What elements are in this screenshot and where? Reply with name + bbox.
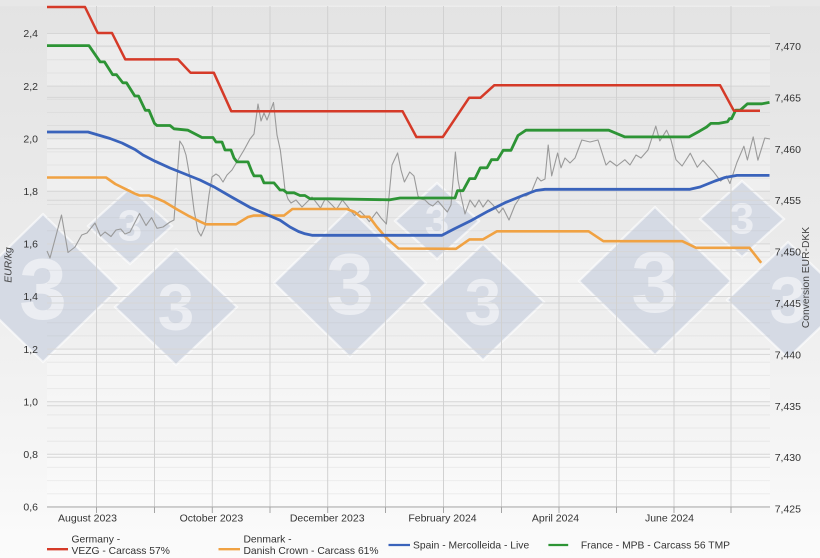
svg-text:October 2023: October 2023 (180, 512, 244, 524)
svg-text:April 2024: April 2024 (532, 512, 579, 524)
svg-text:3: 3 (326, 237, 374, 333)
svg-text:December 2023: December 2023 (290, 512, 365, 524)
svg-text:June 2024: June 2024 (645, 512, 694, 524)
svg-text:1,4: 1,4 (23, 291, 38, 303)
svg-text:7,455: 7,455 (775, 195, 801, 207)
svg-text:3: 3 (730, 195, 754, 244)
svg-text:7,470: 7,470 (775, 41, 801, 53)
svg-text:0,8: 0,8 (23, 449, 38, 461)
svg-text:3: 3 (118, 202, 142, 251)
svg-text:1,2: 1,2 (23, 344, 38, 356)
svg-text:3: 3 (158, 270, 195, 344)
svg-text:7,440: 7,440 (775, 349, 801, 361)
svg-text:Conversion EUR-DKK: Conversion EUR-DKK (801, 227, 812, 328)
svg-text:1,8: 1,8 (23, 186, 38, 198)
svg-text:3: 3 (19, 242, 67, 338)
svg-text:Denmark -: Denmark - (244, 535, 292, 546)
svg-text:7,430: 7,430 (775, 452, 801, 464)
svg-text:7,460: 7,460 (775, 144, 801, 156)
svg-text:2,4: 2,4 (23, 28, 38, 40)
svg-text:7,425: 7,425 (775, 504, 801, 516)
svg-text:3: 3 (631, 235, 679, 331)
svg-text:7,465: 7,465 (775, 92, 801, 104)
svg-text:Spain - Mercolleida - Live: Spain - Mercolleida - Live (413, 541, 529, 552)
svg-text:3: 3 (425, 197, 449, 246)
svg-text:0,6: 0,6 (23, 502, 38, 514)
svg-text:August 2023: August 2023 (58, 512, 117, 524)
svg-text:1,6: 1,6 (23, 239, 38, 251)
svg-text:7,435: 7,435 (775, 401, 801, 413)
svg-text:EUR/kg: EUR/kg (4, 247, 15, 283)
svg-text:7,445: 7,445 (775, 298, 801, 310)
svg-text:VEZG - Carcass 57%: VEZG - Carcass 57% (72, 546, 170, 557)
svg-text:Germany -: Germany - (72, 535, 121, 546)
svg-text:February 2024: February 2024 (408, 512, 476, 524)
svg-text:3: 3 (465, 265, 502, 339)
svg-text:Danish Crown - Carcass 61%: Danish Crown - Carcass 61% (244, 546, 379, 557)
svg-text:2,2: 2,2 (23, 81, 38, 93)
svg-text:France - MPB - Carcass 56 TMP: France - MPB - Carcass 56 TMP (581, 541, 730, 552)
svg-text:7,450: 7,450 (775, 247, 801, 259)
svg-text:2,0: 2,0 (23, 133, 38, 145)
svg-text:3: 3 (770, 263, 807, 337)
svg-text:1,0: 1,0 (23, 396, 38, 408)
